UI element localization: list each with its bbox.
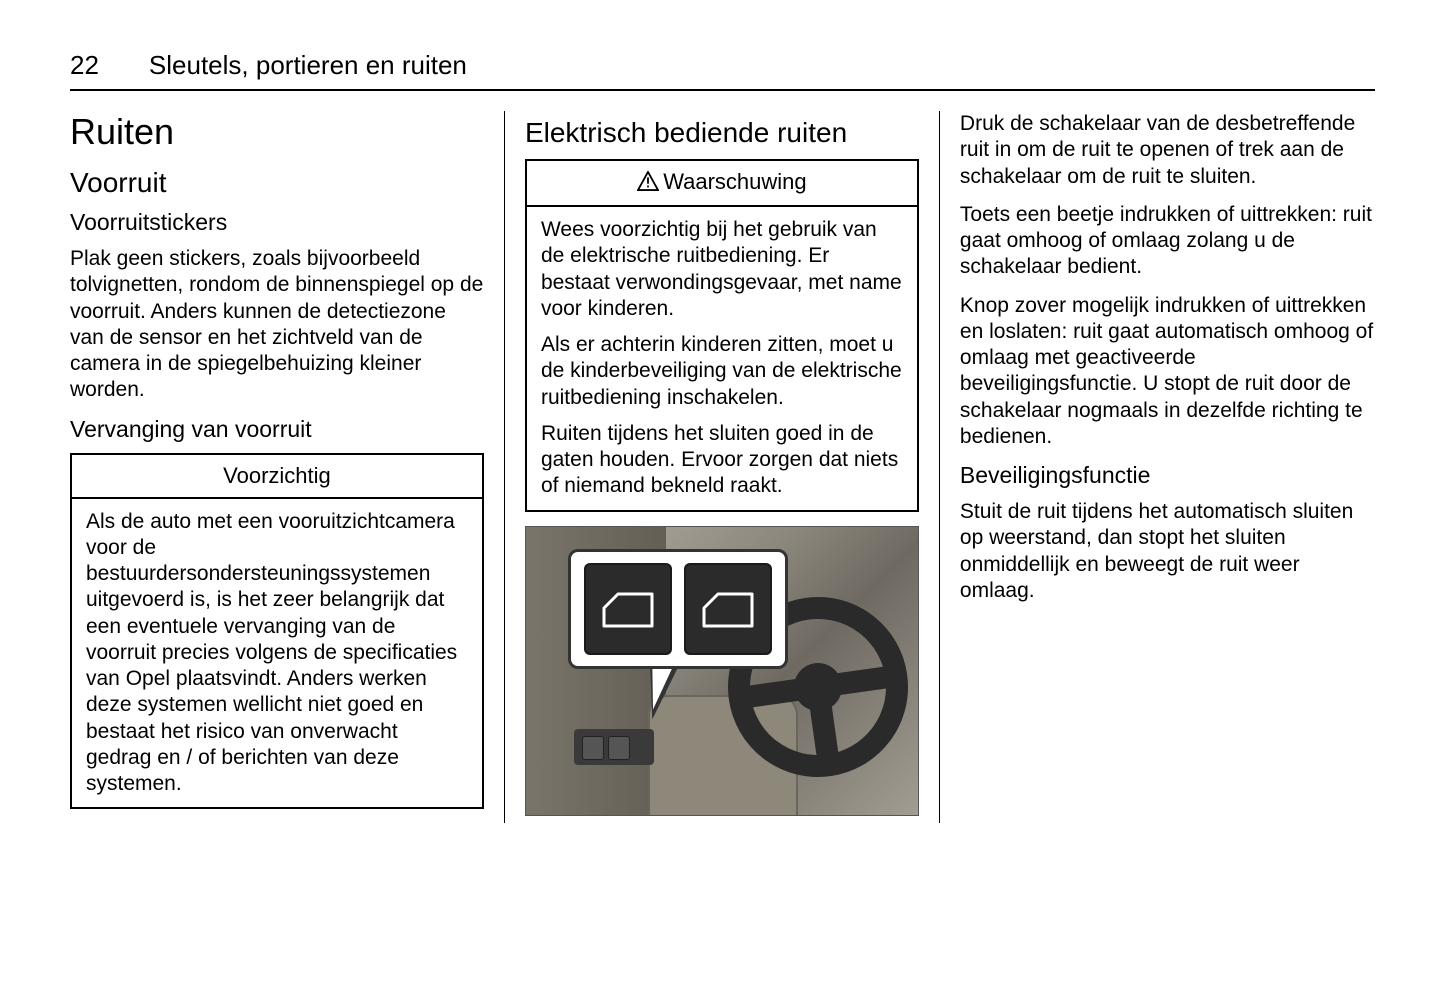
warning-paragraph-2: Als er achterin kinderen zitten, moet u … (541, 332, 903, 411)
column-2: Elektrisch bediende ruiten Waarschuwing … (505, 111, 940, 823)
caution-box-title: Voorzichtig (72, 455, 482, 499)
subsection-heading-elektrisch-ruiten: Elektrisch bediende ruiten (525, 117, 919, 149)
window-switch-right-icon (684, 563, 772, 655)
paragraph-stickers: Plak geen stickers, zoals bijvoorbeeld t… (70, 246, 484, 404)
warning-paragraph-3: Ruiten tijdens het sluiten goed in de ga… (541, 421, 903, 500)
section-heading-ruiten: Ruiten (70, 111, 484, 153)
paragraph-safety-function: Stuit de ruit tijdens het automatisch sl… (960, 499, 1375, 604)
warning-triangle-icon (637, 171, 659, 197)
column-3: Druk de schakelaar van de desbetreffende… (940, 111, 1375, 823)
figure-window-switches (525, 526, 919, 816)
warning-box: Waarschuwing Wees voorzichtig bij het ge… (525, 159, 919, 512)
callout-bubble (568, 549, 788, 669)
figure-door-switch-cluster (574, 729, 654, 765)
subheading-voorruitstickers: Voorruitstickers (70, 209, 484, 236)
subsection-heading-voorruit: Voorruit (70, 167, 484, 199)
page-header: 22 Sleutels, portieren en ruiten (70, 50, 1375, 91)
paragraph-operate-switch: Druk de schakelaar van de desbetreffende… (960, 111, 1375, 190)
caution-box-body: Als de auto met een vooruitzichtcamera v… (86, 509, 468, 798)
subheading-vervanging-voorruit: Vervanging van voorruit (70, 416, 484, 443)
subheading-beveiligingsfunctie: Beveiligingsfunctie (960, 462, 1375, 489)
page-number: 22 (70, 50, 99, 81)
content-columns: Ruiten Voorruit Voorruitstickers Plak ge… (70, 111, 1375, 823)
warning-box-header: Waarschuwing (527, 161, 917, 207)
warning-box-title: Waarschuwing (663, 169, 806, 194)
paragraph-short-press: Toets een beetje indrukken of uittrekken… (960, 202, 1375, 281)
window-switch-left-icon (584, 563, 672, 655)
warning-paragraph-1: Wees voorzichtig bij het gebruik van de … (541, 217, 903, 322)
chapter-title: Sleutels, portieren en ruiten (149, 50, 467, 81)
caution-box: Voorzichtig Als de auto met een vooruitz… (70, 453, 484, 810)
column-1: Ruiten Voorruit Voorruitstickers Plak ge… (70, 111, 505, 823)
paragraph-long-press: Knop zover mogelijk indrukken of uittrek… (960, 293, 1375, 451)
